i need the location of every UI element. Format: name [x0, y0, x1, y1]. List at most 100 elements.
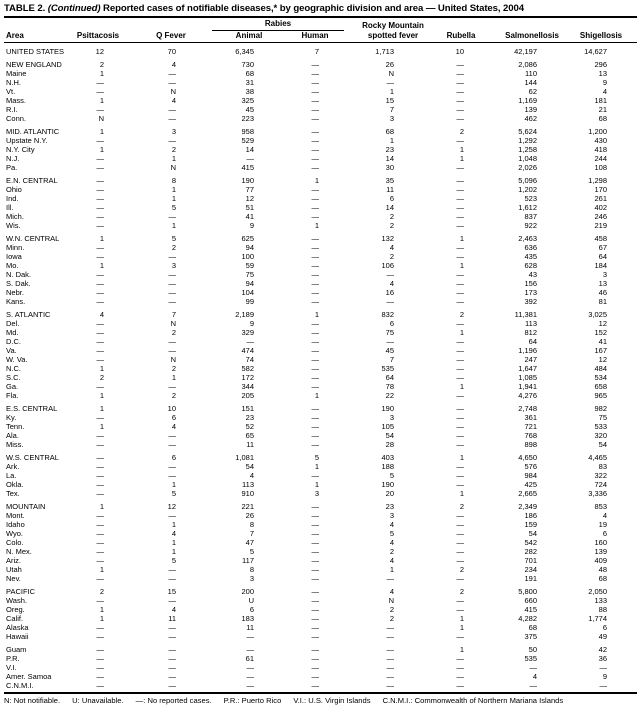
value-cell: 3: [249, 574, 254, 583]
value-cell: —: [456, 105, 465, 114]
spacer-cell: [618, 243, 637, 252]
value-cell: 6: [602, 623, 608, 632]
value-cell: 3: [389, 114, 395, 123]
spacer-cell: [618, 605, 637, 614]
value-cell: —: [311, 185, 320, 194]
spacer-cell: [618, 641, 637, 654]
value-cell: 5: [171, 234, 176, 243]
value-cell: 4: [602, 511, 608, 520]
col-header-q-fever-label: Q Fever: [156, 30, 186, 40]
area-label: Mo.: [6, 261, 19, 270]
value-cell: —: [96, 471, 105, 480]
area-label: Conn.: [6, 114, 27, 123]
value-cell: —: [386, 270, 395, 279]
value-cell: 12: [167, 502, 176, 511]
value-cell: —: [311, 154, 320, 163]
area-label: Kans.: [6, 297, 26, 306]
value-cell: —: [311, 261, 320, 270]
value-cell: 68: [598, 114, 608, 123]
area-label: UNITED STATES: [6, 47, 65, 56]
value-cell: 2: [99, 587, 104, 596]
value-cell: —: [96, 270, 105, 279]
value-cell: —: [311, 270, 320, 279]
value-cell: 7: [171, 310, 176, 319]
value-cell: 2,748: [518, 404, 538, 413]
value-cell: 435: [524, 252, 538, 261]
value-cell: 4: [389, 556, 395, 565]
value-cell: 6: [171, 413, 176, 422]
value-cell: —: [456, 529, 465, 538]
area-label: N. Mex.: [6, 547, 32, 556]
table-row: E.N. CENTRAL — 8 190 1 35 — 5,096 1,298: [4, 172, 637, 185]
value-cell: 418: [594, 145, 608, 154]
value-cell: 1: [99, 422, 104, 431]
value-cell: —: [311, 511, 320, 520]
spacer-cell: [618, 373, 637, 382]
value-cell: 2: [99, 373, 104, 382]
area-label: C.N.M.I.: [6, 681, 34, 690]
value-cell: 105: [381, 422, 395, 431]
table-row: Del. — N 9 — 6 — 113 12: [4, 319, 637, 328]
value-cell: —: [456, 422, 465, 431]
value-cell: 982: [594, 404, 608, 413]
value-cell: —: [96, 489, 105, 498]
value-cell: —: [96, 78, 105, 87]
spacer-cell: [618, 261, 637, 270]
spacer-cell: [618, 413, 637, 422]
spacer-cell: [618, 185, 637, 194]
value-cell: 65: [245, 431, 254, 440]
value-cell: —: [96, 87, 105, 96]
value-cell: 108: [594, 163, 608, 172]
value-cell: —: [456, 471, 465, 480]
value-cell: —: [168, 440, 177, 449]
value-cell: —: [456, 194, 465, 203]
value-cell: 1: [459, 328, 465, 337]
value-cell: 658: [594, 382, 608, 391]
header-spacer-cell: [618, 19, 638, 43]
value-cell: 64: [528, 337, 538, 346]
table-row: Guam — — — — — 1 50 42: [4, 641, 637, 654]
value-cell: —: [456, 373, 465, 382]
value-cell: —: [456, 654, 465, 663]
value-cell: 5: [171, 203, 176, 212]
spacer-cell: [618, 511, 637, 520]
value-cell: 853: [594, 502, 608, 511]
value-cell: 1: [389, 565, 395, 574]
table-row: Nev. — — 3 — — — 191 68: [4, 574, 637, 583]
value-cell: 474: [241, 346, 254, 355]
value-cell: —: [96, 480, 105, 489]
spacer-cell: [618, 565, 637, 574]
table-row: Maine 1 — 68 — N — 110 13: [4, 69, 637, 78]
area-label: N.C.: [6, 364, 21, 373]
value-cell: —: [311, 194, 320, 203]
footnote-item: P.R.: Puerto Rico: [223, 696, 282, 705]
value-cell: —: [168, 78, 177, 87]
value-cell: 36: [598, 654, 608, 663]
value-cell: 922: [524, 221, 538, 230]
area-label: Mass.: [6, 96, 27, 105]
value-cell: —: [386, 297, 395, 306]
value-cell: 4,276: [518, 391, 538, 400]
spacer-cell: [618, 96, 637, 105]
value-cell: —: [311, 337, 320, 346]
col-header-q-fever: Q Fever: [130, 19, 212, 43]
value-cell: 1: [99, 404, 104, 413]
value-cell: 2: [389, 221, 395, 230]
area-label: W.N. CENTRAL: [6, 234, 60, 243]
value-cell: —: [96, 623, 105, 632]
area-label: Ga.: [6, 382, 19, 391]
value-cell: 1,169: [518, 96, 538, 105]
value-cell: 99: [245, 297, 254, 306]
value-cell: 576: [524, 462, 538, 471]
area-label: S. ATLANTIC: [6, 310, 51, 319]
value-cell: —: [456, 681, 465, 690]
value-cell: 133: [594, 596, 608, 605]
value-cell: 2,463: [518, 234, 538, 243]
table-row: Oreg. 1 4 6 — 2 — 415 88: [4, 605, 637, 614]
area-label: Utah: [6, 565, 22, 574]
value-cell: —: [168, 346, 177, 355]
area-label: S.C.: [6, 373, 21, 382]
value-cell: 415: [524, 605, 538, 614]
table-row: W.N. CENTRAL 1 5 625 — 132 1 2,463 458: [4, 230, 637, 243]
table-row: Upstate N.Y. — — 529 — 1 — 1,292 430: [4, 136, 637, 145]
